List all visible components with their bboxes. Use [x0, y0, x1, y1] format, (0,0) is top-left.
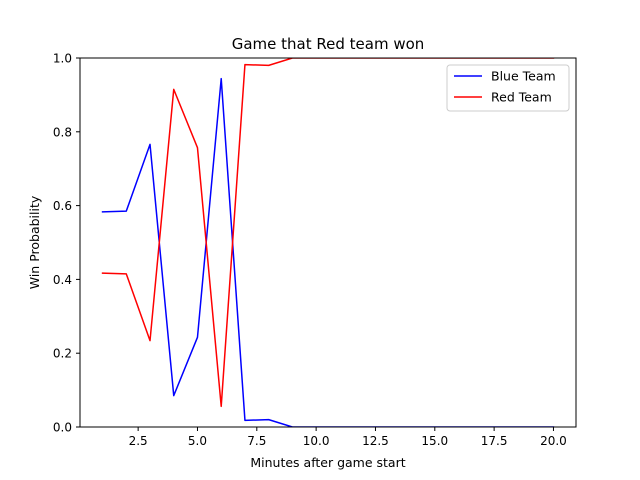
x-tick-label: 15.0: [421, 434, 448, 448]
legend-label-red-team: Red Team: [491, 90, 552, 105]
x-axis-label: Minutes after game start: [250, 455, 405, 470]
y-tick-label: 0.6: [53, 199, 72, 213]
y-tick-label: 0.2: [53, 347, 72, 361]
plot-frame: [79, 57, 577, 428]
y-tick-label: 0.0: [53, 421, 72, 435]
x-axis: 2.5 5.0 7.5 10.0 12.5 15.0 17.5 20.0: [129, 427, 567, 448]
x-tick-label: 10.0: [303, 434, 330, 448]
legend-label-blue-team: Blue Team: [491, 69, 556, 84]
chart-title: Game that Red team won: [232, 35, 425, 53]
x-tick-label: 2.5: [129, 434, 148, 448]
y-tick-label: 0.4: [53, 273, 72, 287]
y-axis: 0.0 0.2 0.4 0.6 0.8 1.0: [53, 52, 80, 435]
x-tick-label: 17.5: [481, 434, 508, 448]
series-layer: [101, 58, 555, 427]
x-tick-label: 20.0: [540, 434, 567, 448]
y-axis-label: Win Probability: [27, 195, 42, 289]
x-tick-label: 5.0: [188, 434, 207, 448]
y-tick-label: 0.8: [53, 125, 72, 139]
x-tick-label: 12.5: [362, 434, 389, 448]
legend: Blue Team Red Team: [446, 64, 570, 112]
blue-team-line: [101, 77, 555, 427]
red-team-line: [101, 58, 555, 408]
x-tick-label: 7.5: [247, 434, 266, 448]
y-tick-label: 1.0: [53, 52, 72, 66]
